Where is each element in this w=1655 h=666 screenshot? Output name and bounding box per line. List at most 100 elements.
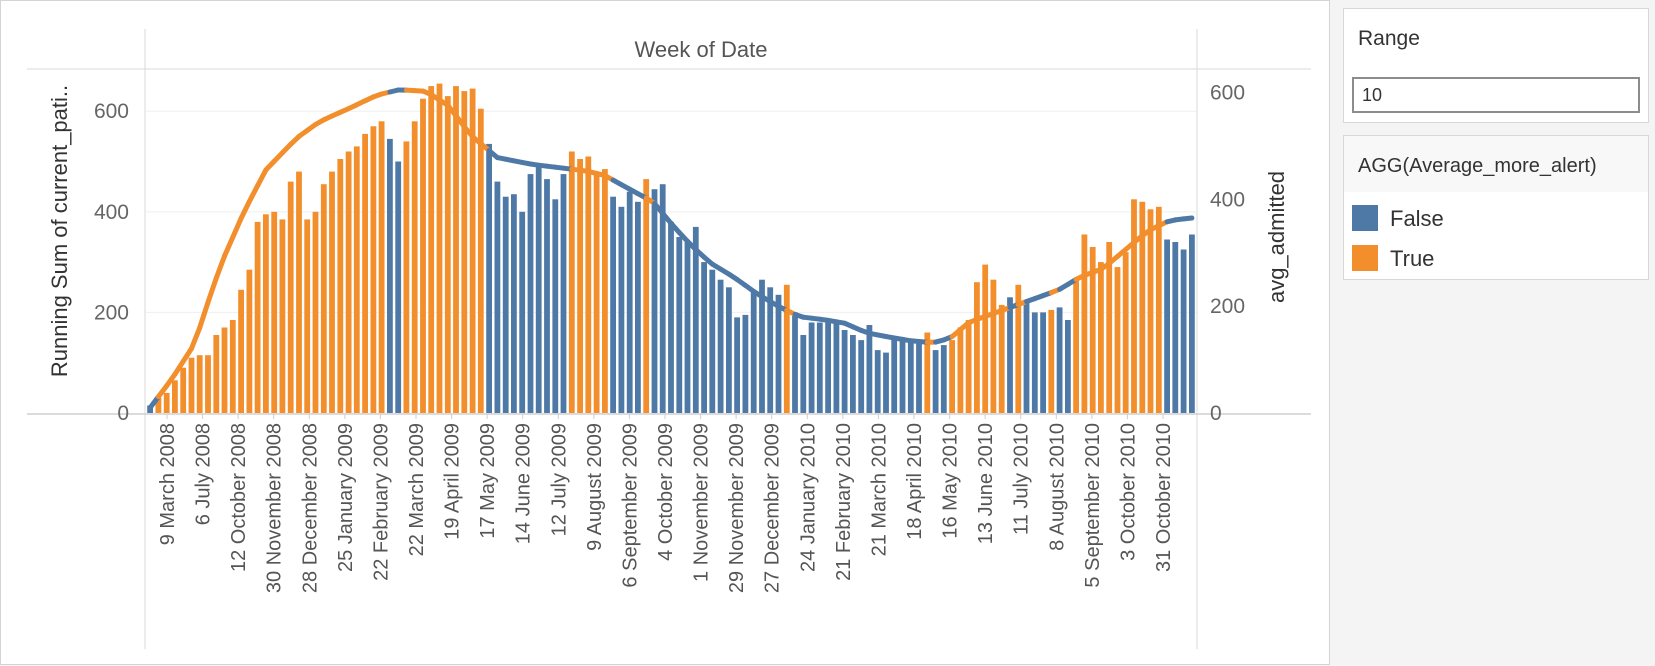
bar bbox=[1040, 312, 1046, 413]
x-tick-label: 4 October 2009 bbox=[655, 423, 677, 561]
bar bbox=[908, 340, 914, 413]
bar bbox=[734, 317, 740, 413]
bar bbox=[577, 159, 583, 413]
bar bbox=[1189, 235, 1195, 414]
bar bbox=[949, 340, 955, 413]
legend-label-false: False bbox=[1390, 206, 1444, 232]
x-tick-label: 6 September 2009 bbox=[619, 423, 641, 588]
x-tick-label: 21 March 2010 bbox=[868, 423, 890, 556]
bar bbox=[445, 96, 451, 413]
x-tick-label: 28 December 2008 bbox=[299, 423, 321, 593]
bar bbox=[610, 197, 616, 413]
bar bbox=[1057, 307, 1063, 413]
y-right-tick-label: 400 bbox=[1210, 188, 1245, 211]
x-tick-label: 9 August 2009 bbox=[584, 423, 606, 551]
bar bbox=[387, 139, 393, 413]
x-tick-label: 27 December 2009 bbox=[762, 423, 784, 593]
bar bbox=[288, 182, 294, 413]
bar bbox=[544, 179, 550, 413]
x-tick-label: 24 January 2010 bbox=[797, 423, 819, 572]
bar bbox=[255, 222, 261, 413]
trend-line-segment bbox=[216, 256, 224, 278]
bar bbox=[966, 320, 972, 413]
bar bbox=[205, 355, 211, 413]
bar bbox=[974, 282, 980, 413]
bar bbox=[1032, 312, 1038, 413]
bar bbox=[1065, 320, 1071, 413]
bar bbox=[329, 172, 335, 413]
bar bbox=[767, 287, 773, 413]
bar bbox=[164, 393, 170, 413]
bar bbox=[404, 141, 410, 413]
trend-line-segment bbox=[192, 328, 200, 349]
bar bbox=[172, 380, 178, 413]
x-tick-label: 9 March 2008 bbox=[157, 423, 179, 545]
bar bbox=[461, 91, 467, 413]
bar bbox=[834, 320, 840, 413]
bar bbox=[395, 162, 401, 414]
x-tick-label: 13 June 2010 bbox=[975, 423, 997, 544]
x-tick-label: 31 October 2010 bbox=[1153, 423, 1175, 572]
bar bbox=[486, 144, 492, 413]
bar bbox=[627, 192, 633, 413]
bar bbox=[883, 353, 889, 413]
bar bbox=[478, 109, 484, 413]
bar bbox=[800, 335, 806, 413]
bar bbox=[619, 207, 625, 413]
bar bbox=[503, 197, 509, 413]
bar bbox=[676, 237, 682, 413]
trend-line-segment bbox=[208, 278, 216, 302]
bar bbox=[1156, 207, 1162, 413]
chart-title: Week of Date bbox=[635, 37, 768, 62]
bar bbox=[420, 99, 426, 413]
x-tick-label: 1 November 2009 bbox=[691, 423, 713, 582]
bar bbox=[693, 227, 699, 413]
bar bbox=[536, 167, 542, 413]
bar bbox=[337, 159, 343, 413]
bar bbox=[652, 189, 658, 413]
bar bbox=[701, 262, 707, 413]
bar bbox=[1007, 297, 1013, 413]
x-tick-label: 21 February 2010 bbox=[833, 423, 855, 581]
trend-line-segment bbox=[233, 218, 241, 237]
bar bbox=[900, 338, 906, 413]
trend-line-segment bbox=[249, 186, 257, 202]
bar bbox=[685, 242, 691, 413]
bar bbox=[751, 292, 757, 413]
bar bbox=[594, 172, 600, 413]
bar bbox=[891, 338, 897, 413]
bar bbox=[982, 265, 988, 413]
bar bbox=[958, 328, 964, 414]
x-tick-label: 22 March 2009 bbox=[406, 423, 428, 556]
bar bbox=[743, 315, 749, 413]
bar bbox=[346, 152, 352, 414]
x-tick-label: 29 November 2009 bbox=[726, 423, 748, 593]
bar bbox=[999, 305, 1005, 413]
x-tick-label: 12 October 2008 bbox=[228, 423, 250, 572]
bar bbox=[1024, 300, 1030, 413]
range-input[interactable] bbox=[1352, 77, 1640, 113]
bar bbox=[825, 323, 831, 414]
trend-line-segment bbox=[200, 302, 208, 328]
bar bbox=[1115, 267, 1121, 413]
bar bbox=[1073, 280, 1079, 413]
y-left-tick-label: 400 bbox=[94, 201, 129, 224]
bar bbox=[189, 358, 195, 413]
bar bbox=[271, 212, 277, 413]
bar bbox=[362, 134, 368, 413]
x-tick-label: 19 April 2009 bbox=[442, 423, 464, 540]
y-left-tick-label: 600 bbox=[94, 100, 129, 123]
bar bbox=[709, 270, 715, 413]
x-tick-label: 5 September 2010 bbox=[1082, 423, 1104, 588]
trend-line-segment bbox=[1184, 218, 1192, 219]
bar bbox=[602, 169, 608, 413]
bar bbox=[569, 152, 575, 414]
legend-title: AGG(Average_more_alert) bbox=[1344, 136, 1648, 192]
bar bbox=[668, 222, 674, 413]
x-tick-label: 18 April 2010 bbox=[904, 423, 926, 540]
bar bbox=[213, 335, 219, 413]
bar bbox=[428, 86, 434, 413]
bar bbox=[1148, 209, 1154, 413]
